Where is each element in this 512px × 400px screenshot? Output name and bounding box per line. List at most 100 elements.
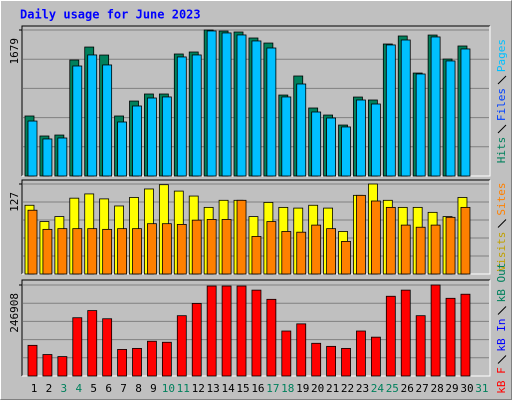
x-tick-label: 27 xyxy=(416,382,429,395)
x-tick-label: 7 xyxy=(120,382,127,395)
bar xyxy=(72,317,83,377)
bar xyxy=(445,60,456,177)
bar xyxy=(400,289,411,377)
legend-label: kB In xyxy=(495,318,508,351)
x-tick-label: 13 xyxy=(207,382,220,395)
bar xyxy=(281,231,292,275)
bar xyxy=(445,216,456,275)
bar xyxy=(176,315,187,377)
bar xyxy=(281,330,292,377)
bar xyxy=(281,96,292,177)
bar xyxy=(430,224,441,275)
bar xyxy=(430,284,441,377)
legend-label: kB Out xyxy=(495,263,508,303)
x-tick-label: 8 xyxy=(135,382,142,395)
legend-separator xyxy=(497,355,507,364)
bar xyxy=(102,318,113,377)
bar xyxy=(117,349,127,377)
x-tick-label: 29 xyxy=(445,382,458,395)
bar xyxy=(266,221,277,275)
x-tick-label: 28 xyxy=(430,382,443,395)
x-tick-label: 14 xyxy=(221,382,235,395)
bar xyxy=(57,356,68,377)
x-tick-label: 24 xyxy=(371,382,385,395)
bar xyxy=(191,219,202,275)
legend-separator xyxy=(497,75,507,85)
bar xyxy=(57,137,68,177)
legend-separator xyxy=(497,124,507,134)
bar xyxy=(42,228,53,275)
x-tick-label: 5 xyxy=(90,382,97,395)
bar xyxy=(191,54,202,177)
x-tick-label: 2 xyxy=(46,382,53,395)
y-tick-label: 246908 xyxy=(8,293,21,333)
bar xyxy=(27,344,38,377)
bar xyxy=(147,340,157,377)
bar xyxy=(132,105,142,177)
bar xyxy=(251,236,262,275)
legend-label: Pages xyxy=(495,39,508,72)
x-tick-label: 3 xyxy=(61,382,68,395)
legend-label: Visits xyxy=(495,232,508,272)
x-tick-label: 12 xyxy=(192,382,205,395)
y-tick-label: 127 xyxy=(8,192,21,212)
bar xyxy=(236,199,247,275)
bar xyxy=(206,219,217,275)
bar xyxy=(206,30,217,177)
bar xyxy=(251,289,262,377)
x-tick-label: 21 xyxy=(326,382,339,395)
bar xyxy=(251,40,262,177)
bar xyxy=(72,228,83,275)
x-tick-label: 15 xyxy=(236,382,249,395)
bar xyxy=(27,209,38,275)
bar xyxy=(370,200,381,275)
bar xyxy=(147,223,157,275)
bar xyxy=(236,285,247,377)
bar xyxy=(72,65,83,177)
x-tick-label: 20 xyxy=(311,382,324,395)
bar xyxy=(266,298,277,377)
x-tick-label: 23 xyxy=(356,382,369,395)
bar xyxy=(341,347,351,377)
bar xyxy=(221,32,232,177)
bar xyxy=(27,120,38,177)
x-tick-label: 16 xyxy=(251,382,264,395)
x-tick-label: 19 xyxy=(296,382,309,395)
bar xyxy=(341,241,351,275)
bar xyxy=(311,224,322,275)
bar xyxy=(370,336,381,377)
bar xyxy=(236,34,247,177)
bar xyxy=(57,228,68,275)
bar xyxy=(42,138,53,177)
bar xyxy=(266,47,277,177)
bar xyxy=(161,341,172,377)
legend-separator xyxy=(497,219,507,228)
bar xyxy=(460,48,471,177)
bar xyxy=(385,295,396,377)
bar xyxy=(460,293,471,377)
legend-label: kB F xyxy=(495,367,508,394)
bar xyxy=(296,83,307,177)
bar xyxy=(341,126,351,177)
bar xyxy=(191,303,202,377)
x-tick-label: 1 xyxy=(31,382,38,395)
x-tick-label: 26 xyxy=(401,382,414,395)
x-tick-label: 10 xyxy=(162,382,175,395)
bar xyxy=(102,228,113,275)
plot-border-dark xyxy=(21,25,490,176)
plot-border-dark xyxy=(21,179,490,274)
bar xyxy=(326,345,337,377)
bar xyxy=(385,206,396,275)
bar xyxy=(221,219,232,275)
x-tick-label: 31 xyxy=(475,382,488,395)
bar xyxy=(385,44,396,177)
legend-label: Hits xyxy=(495,137,508,164)
x-tick-label: 25 xyxy=(386,382,399,395)
bar xyxy=(117,228,127,275)
bar xyxy=(400,39,411,177)
bar xyxy=(356,99,366,177)
bar xyxy=(176,223,187,275)
bar xyxy=(370,103,381,177)
